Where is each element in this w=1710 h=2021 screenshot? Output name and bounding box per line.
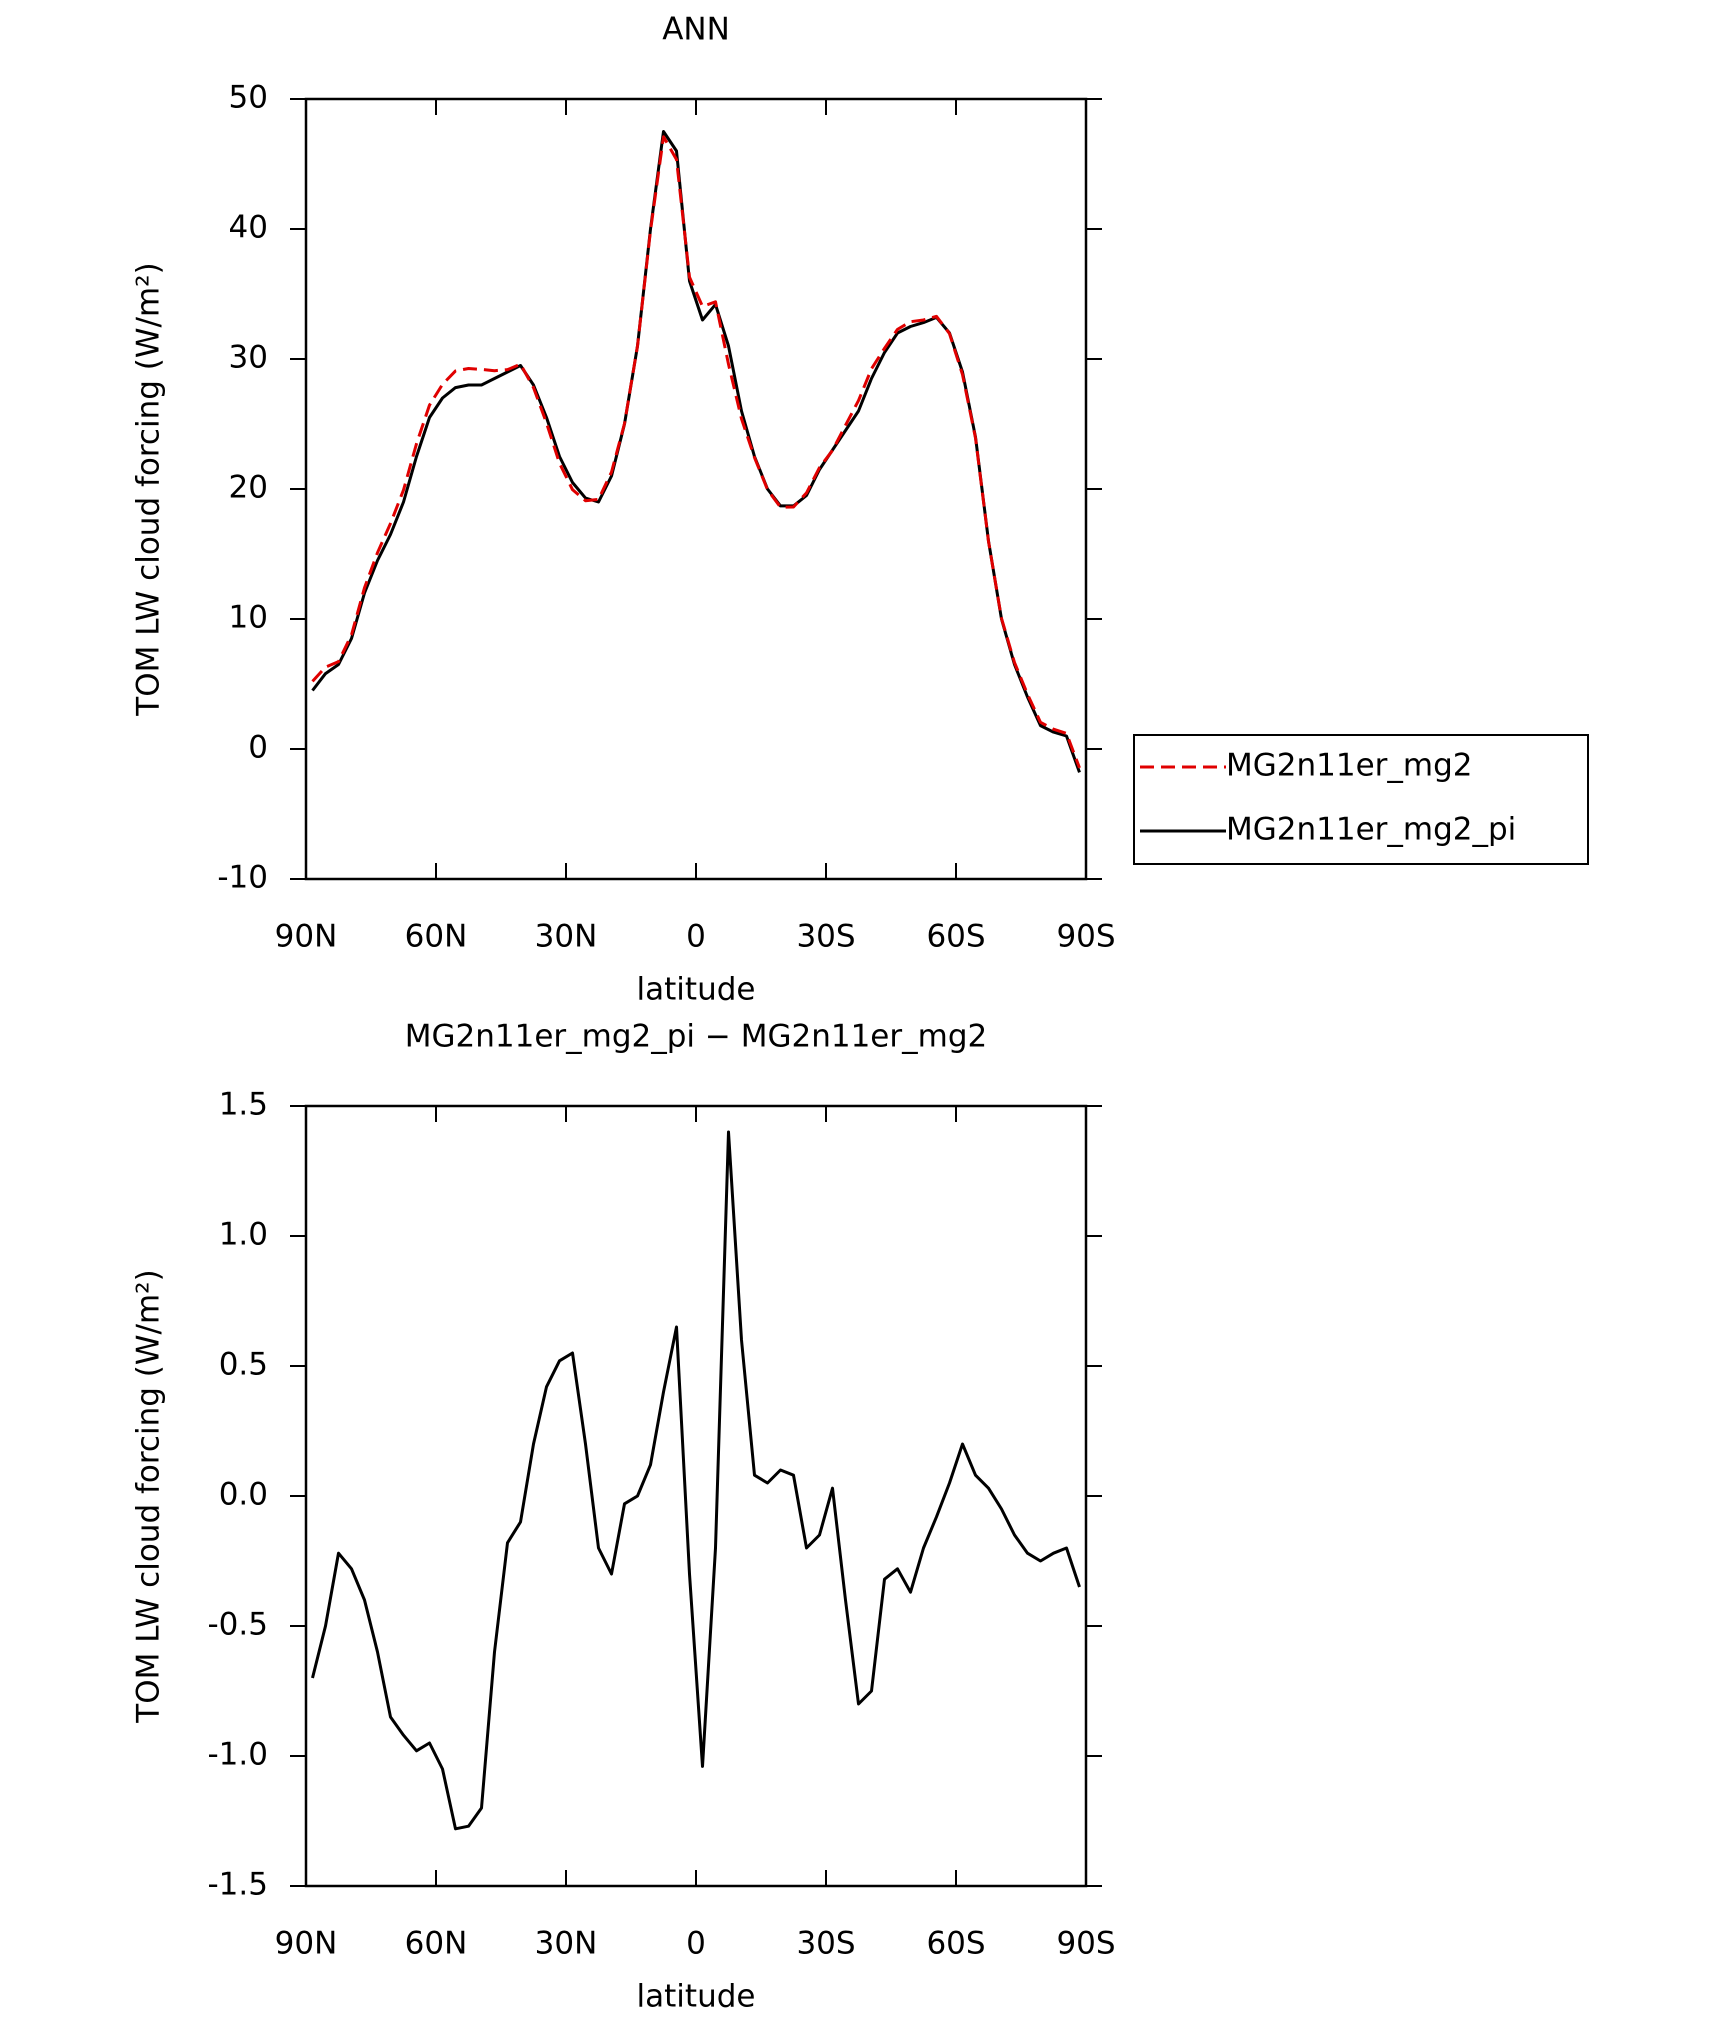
y-tick-label: -10: [217, 860, 268, 896]
data-line: [311, 1130, 1081, 1831]
chart-title: ANN: [662, 12, 730, 48]
y-axis-title: TOM LW cloud forcing (W/m²): [131, 262, 167, 716]
x-tick-label: 0: [686, 919, 706, 955]
x-tick-label: 30S: [796, 1926, 855, 1962]
x-tick-label: 0: [686, 1926, 706, 1962]
y-tick-label: 0.5: [219, 1347, 268, 1383]
x-tick-label: 60S: [926, 1926, 985, 1962]
plot-frame: [304, 97, 1088, 881]
y-tick-label: 1.0: [219, 1217, 268, 1253]
x-tick-label: 30S: [796, 919, 855, 955]
y-tick-label: 10: [229, 600, 268, 636]
y-tick-label: 0.0: [219, 1477, 268, 1513]
legend-label: MG2n11er_mg2_pi: [1226, 812, 1516, 848]
y-tick-label: 0: [248, 730, 268, 766]
y-tick-label: 40: [229, 210, 268, 246]
legend-label: MG2n11er_mg2: [1226, 748, 1473, 784]
data-line: [311, 130, 1081, 773]
x-tick-label: 30N: [535, 1926, 598, 1962]
x-axis-title: latitude: [637, 1979, 756, 2015]
y-tick-label: 20: [229, 470, 268, 506]
x-tick-label: 60S: [926, 919, 985, 955]
x-tick-label: 90N: [275, 919, 338, 955]
y-tick-label: -1.0: [208, 1737, 269, 1773]
y-tick-label: 1.5: [219, 1087, 268, 1123]
plot-frame: [304, 1104, 1088, 1888]
x-tick-label: 60N: [405, 919, 468, 955]
x-tick-label: 90S: [1056, 919, 1115, 955]
y-tick-label: 50: [229, 80, 268, 116]
y-tick-label: -1.5: [208, 1867, 269, 1903]
x-axis-title: latitude: [637, 972, 756, 1008]
x-tick-label: 90N: [275, 1926, 338, 1962]
y-tick-label: 30: [229, 340, 268, 376]
x-tick-label: 90S: [1056, 1926, 1115, 1962]
chart-title: MG2n11er_mg2_pi − MG2n11er_mg2: [405, 1019, 987, 1055]
legend-box: [1133, 734, 1589, 865]
x-tick-label: 60N: [405, 1926, 468, 1962]
y-axis-title: TOM LW cloud forcing (W/m²): [131, 1269, 167, 1723]
data-line: [311, 135, 1081, 769]
x-tick-label: 30N: [535, 919, 598, 955]
y-tick-label: -0.5: [208, 1607, 269, 1643]
